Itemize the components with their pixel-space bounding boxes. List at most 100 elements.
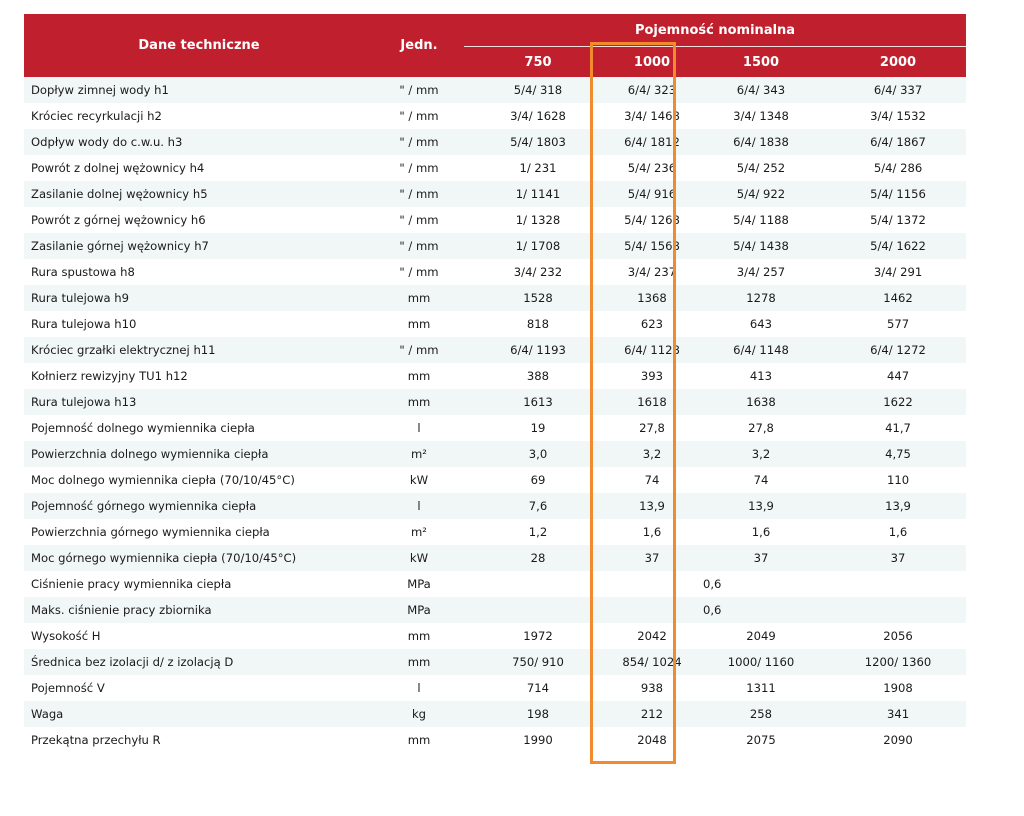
row-1500-cell: 258 [692, 701, 830, 727]
row-name-cell: Zasilanie dolnej wężownicy h5 [24, 181, 374, 207]
row-750-cell [464, 597, 612, 623]
table-header: Dane techniczne Jedn. Pojemność nominaln… [24, 14, 967, 77]
row-unit-cell: " / mm [374, 77, 464, 103]
table-row: Rura spustowa h8 " / mm 3/4/ 232 3/4/ 237 3/… [24, 259, 967, 285]
row-1000-cell: 5/4/ 1568 [612, 233, 692, 259]
row-1000-cell: 6/4/ 323 [612, 77, 692, 103]
row-1500-cell: 1,6 [692, 519, 830, 545]
row-1000-cell: 1368 [612, 285, 692, 311]
row-1000-cell [612, 597, 692, 623]
row-1500-cell: 27,8 [692, 415, 830, 441]
table-row: Rura tulejowa h10 mm 818 623 643 577 [24, 311, 967, 337]
row-name-cell: Przekątna przechyłu R [24, 727, 374, 753]
row-1500-cell: 6/4/ 343 [692, 77, 830, 103]
row-name-cell: Rura tulejowa h10 [24, 311, 374, 337]
table-row: Kołnierz rewizyjny TU1 h12 mm 388 393 413 447 [24, 363, 967, 389]
row-1500-cell: 2075 [692, 727, 830, 753]
row-unit-cell: l [374, 415, 464, 441]
row-unit-cell: " / mm [374, 337, 464, 363]
row-2000-cell: 5/4/ 286 [830, 155, 967, 181]
row-name-cell: Króciec grzałki elektrycznej h11 [24, 337, 374, 363]
row-750-cell: 1972 [464, 623, 612, 649]
table-row: Króciec recyrkulacji h2 " / mm 3/4/ 1628 3/… [24, 103, 967, 129]
row-name-cell: Maks. ciśnienie pracy zbiornika [24, 597, 374, 623]
row-750-cell: 3,0 [464, 441, 612, 467]
row-1500-cell: 5/4/ 1438 [692, 233, 830, 259]
row-1000-cell: 3,2 [612, 441, 692, 467]
row-2000-cell: 1908 [830, 675, 967, 701]
row-1500-cell: 6/4/ 1148 [692, 337, 830, 363]
row-2000-cell: 4,75 [830, 441, 967, 467]
row-750-cell: 1613 [464, 389, 612, 415]
row-name-cell: Średnica bez izolacji d/ z izolacją D [24, 649, 374, 675]
header-jednostka: Jedn. [374, 14, 464, 77]
row-750-cell: 818 [464, 311, 612, 337]
row-750-cell: 6/4/ 1193 [464, 337, 612, 363]
row-unit-cell: mm [374, 649, 464, 675]
row-750-cell: 7,6 [464, 493, 612, 519]
row-750-cell: 28 [464, 545, 612, 571]
row-1500-cell: 3,2 [692, 441, 830, 467]
row-unit-cell: l [374, 675, 464, 701]
row-750-cell: 5/4/ 1803 [464, 129, 612, 155]
row-unit-cell: " / mm [374, 155, 464, 181]
row-name-cell: Pojemność V [24, 675, 374, 701]
row-name-cell: Zasilanie górnej wężownicy h7 [24, 233, 374, 259]
table-row: Powrót z górnej wężownicy h6 " / mm 1/ 132… [24, 207, 967, 233]
row-2000-cell: 341 [830, 701, 967, 727]
row-unit-cell: " / mm [374, 207, 464, 233]
row-1500-cell: 13,9 [692, 493, 830, 519]
row-1500-cell: 37 [692, 545, 830, 571]
row-1000-cell: 5/4/ 916 [612, 181, 692, 207]
row-unit-cell: " / mm [374, 181, 464, 207]
header-capacity-1000: 1000 [612, 46, 692, 77]
row-1000-cell: 27,8 [612, 415, 692, 441]
table-row: Maks. ciśnienie pracy zbiornika MPa 0,6 [24, 597, 967, 623]
table-row: Powierzchnia górnego wymiennika ciepła m²… [24, 519, 967, 545]
row-750-cell: 1,2 [464, 519, 612, 545]
row-2000-cell: 37 [830, 545, 967, 571]
row-name-cell: Powierzchnia dolnego wymiennika ciepła [24, 441, 374, 467]
row-name-cell: Ciśnienie pracy wymiennika ciepła [24, 571, 374, 597]
row-unit-cell: MPa [374, 597, 464, 623]
row-unit-cell: mm [374, 285, 464, 311]
row-1000-cell: 13,9 [612, 493, 692, 519]
row-2000-cell: 5/4/ 1622 [830, 233, 967, 259]
row-1500-cell: 5/4/ 252 [692, 155, 830, 181]
row-2000-cell: 3/4/ 1532 [830, 103, 967, 129]
row-2000-cell: 6/4/ 337 [830, 77, 967, 103]
row-1500-cell: 3/4/ 257 [692, 259, 830, 285]
table-row: Powierzchnia dolnego wymiennika ciepła m²… [24, 441, 967, 467]
row-1500-cell: 1311 [692, 675, 830, 701]
tech-spec-table: Dane techniczne Jedn. Pojemność nominaln… [24, 14, 967, 753]
row-750-cell: 714 [464, 675, 612, 701]
row-1000-cell: 623 [612, 311, 692, 337]
row-unit-cell: mm [374, 363, 464, 389]
row-1500-cell: 413 [692, 363, 830, 389]
row-2000-cell: 2090 [830, 727, 967, 753]
row-name-cell: Króciec recyrkulacji h2 [24, 103, 374, 129]
row-unit-cell: kW [374, 545, 464, 571]
row-unit-cell: m² [374, 441, 464, 467]
row-1000-cell: 393 [612, 363, 692, 389]
row-750-cell: 3/4/ 232 [464, 259, 612, 285]
row-750-cell: 3/4/ 1628 [464, 103, 612, 129]
row-1500-cell: 74 [692, 467, 830, 493]
row-1500-cell: 643 [692, 311, 830, 337]
row-name-cell: Pojemność górnego wymiennika ciepła [24, 493, 374, 519]
row-unit-cell: mm [374, 311, 464, 337]
row-1000-cell: 6/4/ 1128 [612, 337, 692, 363]
row-2000-cell: 6/4/ 1272 [830, 337, 967, 363]
row-name-cell: Powrót z dolnej wężownicy h4 [24, 155, 374, 181]
row-name-cell: Kołnierz rewizyjny TU1 h12 [24, 363, 374, 389]
row-1000-cell: 5/4/ 236 [612, 155, 692, 181]
row-1500-cell: 2049 [692, 623, 830, 649]
table-row: Powrót z dolnej wężownicy h4 " / mm 1/ 231… [24, 155, 967, 181]
row-1500-cell: 5/4/ 922 [692, 181, 830, 207]
tech-spec-table-wrapper: Dane techniczne Jedn. Pojemność nominaln… [24, 14, 967, 753]
row-1500-cell: 1278 [692, 285, 830, 311]
table-row: Zasilanie dolnej wężownicy h5 " / mm 1/ 11… [24, 181, 967, 207]
